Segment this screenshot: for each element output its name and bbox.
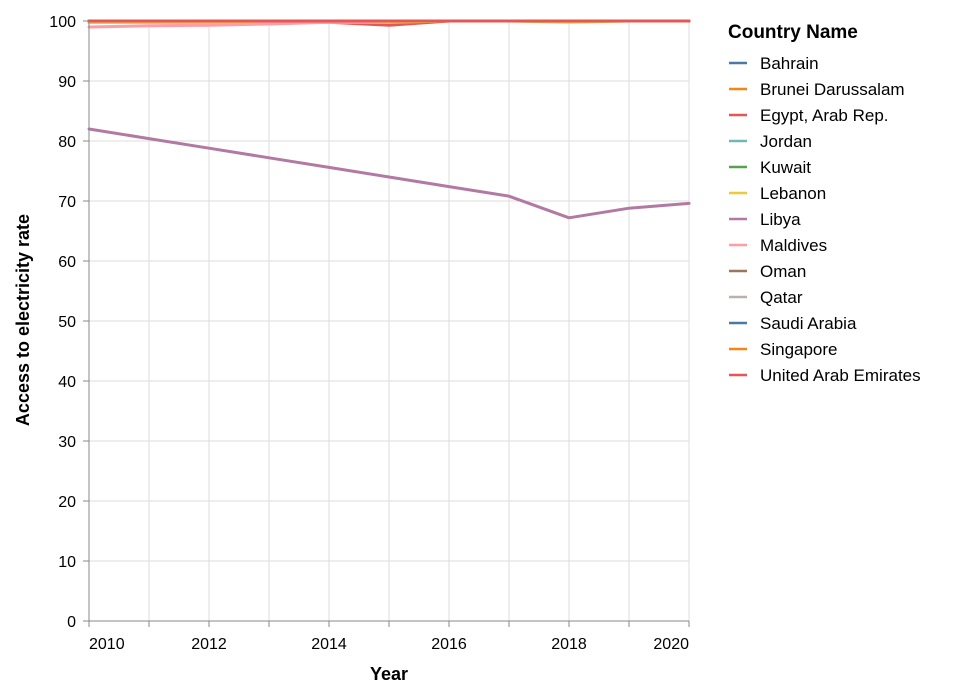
- legend-item: Lebanon: [729, 184, 826, 203]
- legend-label: United Arab Emirates: [760, 366, 921, 385]
- x-tick-label: 2016: [431, 636, 467, 653]
- legend-item: United Arab Emirates: [729, 366, 921, 385]
- legend-item: Bahrain: [729, 54, 819, 73]
- legend-label: Lebanon: [760, 184, 826, 203]
- legend-label: Brunei Darussalam: [760, 80, 905, 99]
- y-tick-label: 70: [58, 194, 76, 211]
- legend-item: Kuwait: [729, 158, 811, 177]
- legend-item: Qatar: [729, 288, 803, 307]
- legend-item: Jordan: [729, 132, 812, 151]
- x-tick-label: 2014: [311, 636, 347, 653]
- y-tick-label: 10: [58, 554, 76, 571]
- axes: [83, 20, 690, 627]
- legend-item: Egypt, Arab Rep.: [729, 106, 889, 125]
- y-tick-label: 50: [58, 314, 76, 331]
- y-tick-label: 20: [58, 494, 76, 511]
- legend-title: Country Name: [728, 22, 858, 43]
- y-tick-label: 100: [49, 14, 76, 31]
- y-tick-label: 80: [58, 134, 76, 151]
- y-tick-label: 0: [67, 614, 76, 631]
- series-line: [87, 127, 691, 220]
- x-tick-label: 2010: [89, 636, 125, 653]
- grid: [88, 20, 690, 622]
- y-tick-label: 40: [58, 374, 76, 391]
- y-tick-label: 60: [58, 254, 76, 271]
- legend-label: Bahrain: [760, 54, 819, 73]
- legend-label: Saudi Arabia: [760, 314, 857, 333]
- legend-item: Oman: [729, 262, 806, 281]
- legend-label: Kuwait: [760, 158, 811, 177]
- legend-item: Singapore: [729, 340, 838, 359]
- x-tick-label: 2012: [191, 636, 227, 653]
- tick-labels: 2010 2012 2014 2016 2018 2020 0 10 20 30 40 50 60 70 8…: [49, 14, 689, 653]
- legend-item: Brunei Darussalam: [729, 80, 905, 99]
- y-tick-label: 30: [58, 434, 76, 451]
- legend-label: Qatar: [760, 288, 803, 307]
- x-axis-title: Year: [370, 664, 408, 684]
- series-lines: [87, 19, 691, 220]
- legend: Country Name Bahrain Brunei Darussalam Egy…: [728, 22, 921, 385]
- legend-item: Maldives: [729, 236, 827, 255]
- y-axis-title: Access to electricity rate: [13, 214, 33, 426]
- legend-label: Jordan: [760, 132, 812, 151]
- legend-label: Maldives: [760, 236, 827, 255]
- y-tick-label: 90: [58, 74, 76, 91]
- legend-label: Singapore: [760, 340, 838, 359]
- legend-item: Saudi Arabia: [729, 314, 857, 333]
- legend-label: Egypt, Arab Rep.: [760, 106, 889, 125]
- x-tick-label: 2020: [653, 636, 689, 653]
- legend-item: Libya: [729, 210, 801, 229]
- legend-label: Libya: [760, 210, 801, 229]
- legend-label: Oman: [760, 262, 806, 281]
- x-tick-label: 2018: [551, 636, 587, 653]
